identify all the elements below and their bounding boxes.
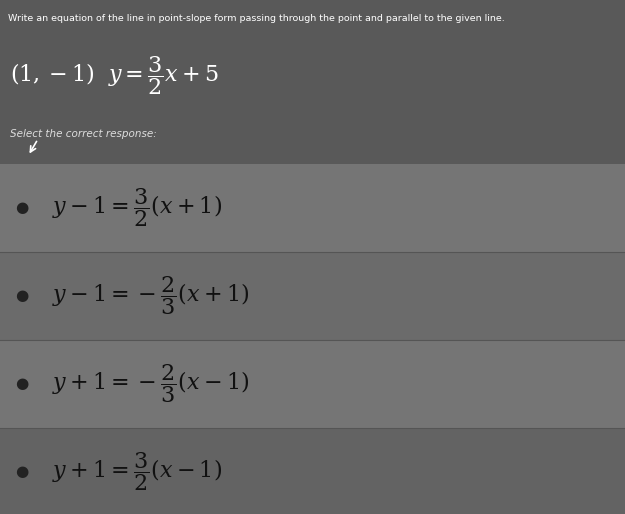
Bar xyxy=(0,164,625,252)
Text: ●: ● xyxy=(16,288,29,303)
Text: ●: ● xyxy=(16,465,29,480)
Text: $(1,-1)\ \ y=\dfrac{3}{2}x+5$: $(1,-1)\ \ y=\dfrac{3}{2}x+5$ xyxy=(10,54,219,97)
Text: ●: ● xyxy=(16,376,29,392)
Bar xyxy=(0,428,625,514)
Bar xyxy=(0,428,625,514)
Bar xyxy=(0,340,625,428)
Bar xyxy=(0,252,625,340)
Text: ●: ● xyxy=(16,200,29,215)
Bar xyxy=(0,0,625,164)
Text: $y + 1 = -\dfrac{2}{3}(x - 1)$: $y + 1 = -\dfrac{2}{3}(x - 1)$ xyxy=(52,362,249,406)
Text: Select the correct response:: Select the correct response: xyxy=(10,129,157,139)
Text: $y - 1 = \dfrac{3}{2}(x + 1)$: $y - 1 = \dfrac{3}{2}(x + 1)$ xyxy=(52,187,222,229)
Text: $y - 1 = -\dfrac{2}{3}(x + 1)$: $y - 1 = -\dfrac{2}{3}(x + 1)$ xyxy=(52,274,249,318)
Text: $y + 1 = \dfrac{3}{2}(x - 1)$: $y + 1 = \dfrac{3}{2}(x - 1)$ xyxy=(52,451,222,493)
Text: Write an equation of the line in point-slope form passing through the point and : Write an equation of the line in point-s… xyxy=(8,14,505,23)
